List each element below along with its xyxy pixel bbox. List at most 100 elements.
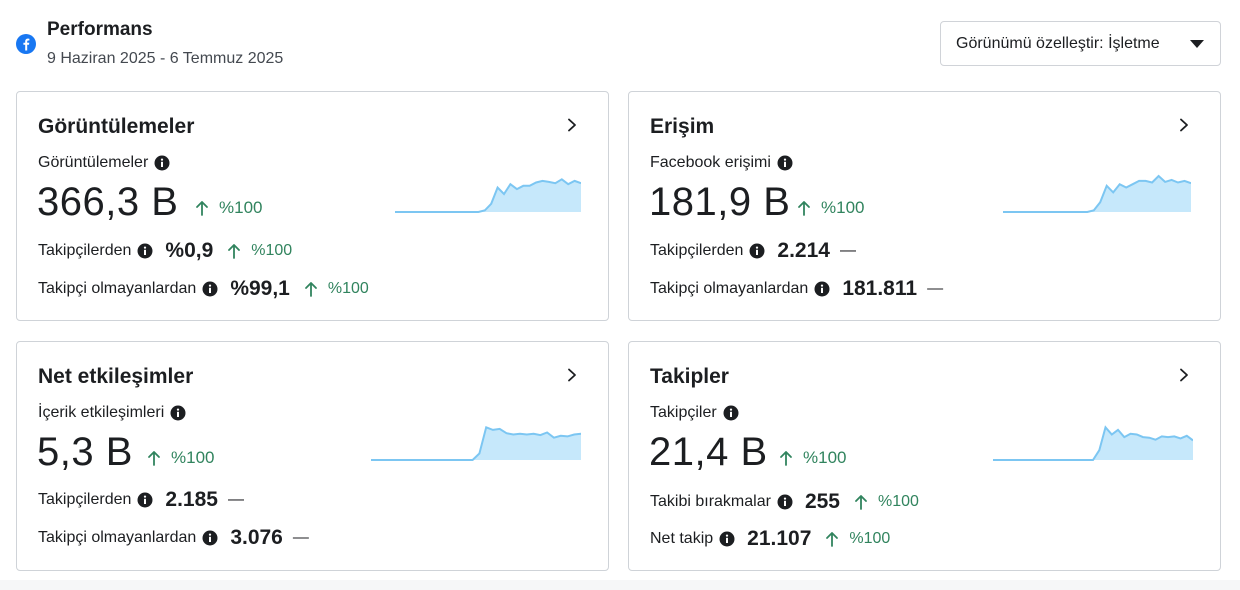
metric-change: %100 [797, 198, 864, 218]
breakdown-label: Takipçilerden [38, 491, 132, 508]
info-icon[interactable] [814, 281, 830, 297]
breakdown-label: Takipçi olmayanlardan [38, 280, 197, 297]
page-bottom-strip [0, 580, 1240, 590]
breakdown-change-value: %100 [877, 493, 919, 510]
breakdown-label: Takipçi olmayanlardan [38, 529, 197, 546]
sparkline-area [371, 427, 581, 460]
arrow-up-icon [855, 495, 867, 510]
info-icon[interactable] [749, 243, 765, 259]
breakdown-value: 2.214 [777, 239, 830, 262]
metric-value: 181,9 B [649, 180, 791, 224]
sparkline-area [993, 427, 1193, 460]
card-reach: Erişim Facebook erişimi 181,9 B %100 Takipçi… [628, 91, 1221, 321]
info-icon[interactable] [137, 243, 153, 259]
metric-label: Facebook erişimi [650, 154, 793, 172]
arrow-up-icon [228, 244, 241, 259]
sparkline-line [371, 425, 581, 461]
arrow-up-icon [148, 451, 160, 466]
sparkline-line [395, 178, 581, 213]
chevron-right-icon[interactable] [565, 368, 579, 382]
arrow-up-icon [780, 451, 792, 466]
breakdown-value: %99,1 [230, 277, 290, 300]
card-title: Takipler [650, 365, 729, 388]
metric-label: Takipçiler [650, 404, 739, 422]
arrow-up-icon [826, 532, 839, 547]
arrow-up-icon [304, 282, 317, 297]
sparkline-area [1003, 176, 1191, 212]
no-change-dash: — [927, 280, 944, 297]
metric-value: 5,3 B [37, 430, 133, 474]
breakdown-row: Takipçilerden 2.214 — [650, 239, 856, 263]
metric-value: 366,3 B [37, 180, 179, 224]
card-title: Net etkileşimler [38, 365, 194, 388]
info-icon[interactable] [777, 155, 793, 171]
breakdown-change-value: %100 [327, 280, 369, 297]
metric-change-value: %100 [821, 198, 865, 217]
info-icon[interactable] [719, 531, 735, 547]
date-range: 9 Haziran 2025 - 6 Temmuz 2025 [47, 50, 284, 67]
sparkline-area [395, 179, 581, 212]
breakdown-label: Takipçilerden [650, 242, 744, 259]
card-title: Erişim [650, 115, 715, 138]
card-follows: Takipler Takipçiler 21,4 B %100 Takibi bırak… [628, 341, 1221, 571]
metric-change-value: %100 [803, 448, 847, 467]
card-title: Görüntülemeler [38, 115, 195, 138]
breakdown-row: Takibi bırakmalar 255 %100 [650, 490, 919, 514]
breakdown-value: %0,9 [165, 239, 214, 262]
breakdown-label: Takipçilerden [38, 242, 132, 259]
metric-change-value: %100 [171, 448, 215, 467]
breakdown-value: 2.185 [165, 488, 218, 511]
performance-header: Performans 9 Haziran 2025 - 6 Temmuz 202… [16, 18, 1221, 70]
breakdown-change: %100 [304, 280, 369, 298]
metric-label-text: Facebook erişimi [650, 154, 771, 171]
no-change-dash: — [292, 529, 309, 546]
breakdown-value: 255 [804, 490, 840, 513]
chevron-right-icon[interactable] [1177, 118, 1191, 132]
metric-label-text: Takipçiler [650, 404, 717, 421]
metric-label: Görüntülemeler [38, 154, 170, 172]
info-icon[interactable] [723, 405, 739, 421]
trend-sparkline [993, 425, 1193, 461]
breakdown-value: 3.076 [230, 526, 283, 549]
trend-sparkline [395, 178, 581, 213]
breakdown-row: Takipçilerden 2.185 — [38, 488, 244, 512]
customize-view-dropdown[interactable]: Görünümü özelleştir: İşletme [940, 21, 1221, 66]
card-views: Görüntülemeler Görüntülemeler 366,3 B %100 T… [16, 91, 609, 321]
metric-label-text: Görüntülemeler [38, 154, 149, 171]
facebook-icon [16, 34, 36, 54]
chevron-right-icon[interactable] [1177, 368, 1191, 382]
breakdown-value: 21.107 [747, 527, 812, 550]
breakdown-row: Net takip 21.107 %100 [650, 527, 890, 551]
trend-sparkline [1003, 174, 1191, 213]
breakdown-change-value: %100 [849, 530, 891, 547]
info-icon[interactable] [777, 494, 793, 510]
breakdown-value: 181.811 [842, 277, 918, 300]
breakdown-change-value: %100 [251, 242, 293, 259]
info-icon[interactable] [202, 530, 218, 546]
info-icon[interactable] [154, 155, 170, 171]
sparkline-line [1003, 174, 1191, 213]
caret-down-icon [1190, 40, 1204, 48]
breakdown-row: Takipçi olmayanlardan 3.076 — [38, 526, 309, 550]
breakdown-row: Takipçilerden %0,9 %100 [38, 239, 292, 263]
metric-value: 21,4 B [649, 430, 768, 474]
metric-label-text: İçerik etkileşimleri [38, 404, 165, 421]
customize-view-label: Görünümü özelleştir: İşletme [956, 34, 1160, 52]
breakdown-change: %100 [825, 530, 890, 548]
trend-sparkline [371, 425, 581, 461]
info-icon[interactable] [170, 405, 186, 421]
info-icon[interactable] [202, 281, 218, 297]
no-change-dash: — [839, 242, 856, 259]
sparkline-line [993, 425, 1193, 461]
metric-change: %100 [147, 448, 214, 468]
page-title: Performans [47, 19, 153, 40]
breakdown-row: Takipçi olmayanlardan 181.811 — [650, 277, 943, 301]
breakdown-label: Takipçi olmayanlardan [650, 280, 809, 297]
metric-label: İçerik etkileşimleri [38, 404, 186, 422]
breakdown-label: Takibi bırakmalar [650, 493, 771, 510]
card-net-interactions: Net etkileşimler İçerik etkileşimleri 5,3 … [16, 341, 609, 571]
breakdown-change: %100 [227, 242, 292, 260]
info-icon[interactable] [137, 492, 153, 508]
metric-change: %100 [779, 448, 846, 468]
chevron-right-icon[interactable] [565, 118, 579, 132]
